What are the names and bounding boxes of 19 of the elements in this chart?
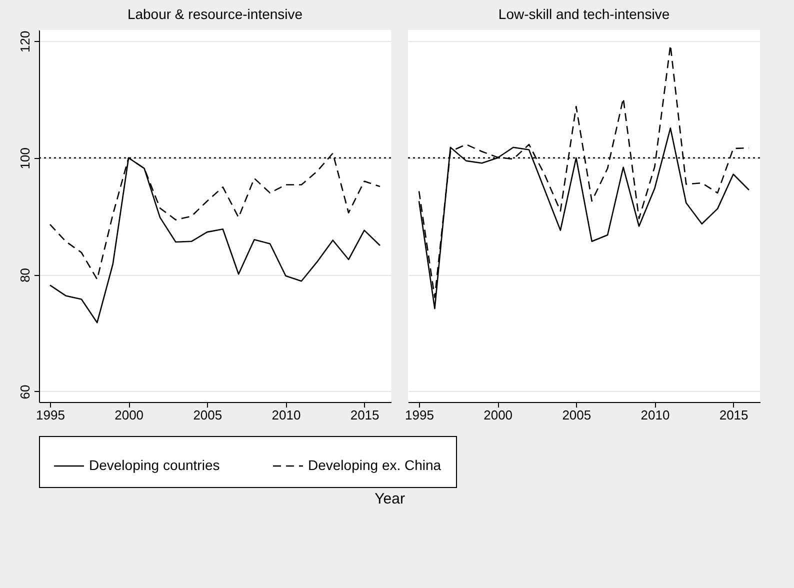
x-axis-title: Year [374,490,405,508]
x-tick-label: 1995 [36,408,65,422]
y-tick-label: 120 [18,30,32,52]
x-tick-label: 2015 [350,408,380,422]
x-tick-label: 2000 [114,408,144,422]
legend-label: Developing countries [89,457,220,473]
x-tick-label: 2000 [484,408,513,422]
x-tick-label: 2005 [562,408,592,422]
chart-title: Low-skill and tech-intensive [498,6,670,22]
x-tick-label: 2010 [640,408,670,422]
x-tick-label: 2010 [272,408,301,422]
y-tick-label: 80 [18,268,32,282]
legend-label: Developing ex. China [308,457,442,473]
x-tick-label: 2015 [719,408,748,422]
y-tick-label: 100 [18,148,32,170]
x-tick-label: 2005 [193,408,222,422]
chart-title: Labour & resource-intensive [127,6,303,22]
x-tick-label: 1995 [405,408,434,422]
y-tick-label: 60 [18,384,32,400]
